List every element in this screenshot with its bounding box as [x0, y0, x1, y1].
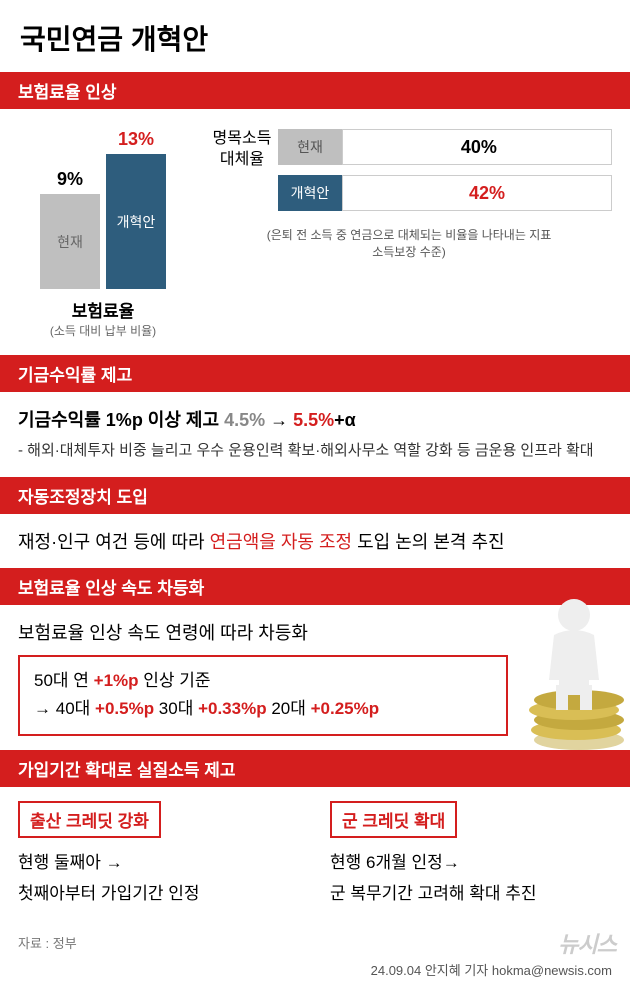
hbar-row: 현재 40%	[278, 129, 612, 165]
section-header-rate: 보험료율 인상	[0, 72, 630, 109]
credit-military-text: 현행 6개월 인정→ 군 복무기간 고려해 확대 추진	[330, 848, 612, 909]
watermark: 뉴시스	[558, 927, 616, 959]
page-title: 국민연금 개혁안	[0, 0, 630, 72]
bar-col: 9% 현재	[40, 169, 100, 289]
bar-chart-insurance-rate: 9% 현재 13% 개혁안 보험료율 (소득 대비 납부 비율)	[18, 129, 188, 339]
return-rate-line: 기금수익률 1%p 이상 제고 4.5% → 5.5%+α	[18, 406, 612, 432]
hbar-replacement-rate: 명목소득 대체율 현재 40% 개혁안 42% (은퇴 전 소득 중 연금으로 대체되…	[206, 129, 612, 261]
credit-birth-col: 출산 크레딧 강화 현행 둘째아 → 첫째아부터 가입기간 인정	[18, 801, 300, 909]
credit-birth-text: 현행 둘째아 → 첫째아부터 가입기간 인정	[18, 848, 300, 909]
credit-military-sub: 군 크레딧 확대	[330, 801, 457, 838]
hbar-label-box: 현재	[278, 129, 342, 165]
bar: 개혁안	[106, 154, 166, 289]
source-text: 자료 : 정부	[0, 923, 630, 958]
hbar-title: 명목소득 대체율	[206, 129, 278, 171]
bar: 현재	[40, 194, 100, 289]
person-on-coins-icon	[494, 585, 630, 765]
bar-label: 개혁안	[117, 212, 156, 232]
hbar-value: 40%	[461, 137, 497, 158]
hbar-track: 40%	[342, 129, 612, 165]
bar-axis-label: 보험료율	[18, 297, 188, 322]
hbar-note: (은퇴 전 소득 중 연금으로 대체되는 비율을 나타내는 지표 소득보장 수준…	[206, 227, 612, 261]
credit-text: 24.09.04 안지혜 기자 hokma@newsis.com	[0, 958, 630, 997]
credit-birth-sub: 출산 크레딧 강화	[18, 801, 161, 838]
section-header-auto: 자동조정장치 도입	[0, 477, 630, 514]
hbar-track: 42%	[342, 175, 612, 211]
bar-label: 현재	[57, 232, 83, 252]
bar-value: 9%	[57, 169, 83, 190]
bar-sub-label: (소득 대비 납부 비율)	[18, 322, 188, 339]
hbar-label-box: 개혁안	[278, 175, 342, 211]
hbar-value: 42%	[469, 183, 505, 204]
auto-adjust-text: 재정·인구 여건 등에 따라 연금액을 자동 조정 도입 논의 본격 추진	[18, 528, 612, 554]
bar-col: 13% 개혁안	[106, 129, 166, 289]
bar-value: 13%	[118, 129, 154, 150]
return-rate-detail: - 해외·대체투자 비중 늘리고 우수 운용인력 확보·해외사무소 역할 강화 …	[18, 440, 612, 463]
hbar-row: 개혁안 42%	[278, 175, 612, 211]
speed-box: 50대 연 +1%p 인상 기준 → 40대 +0.5%p 30대 +0.33%…	[18, 655, 508, 737]
credit-military-col: 군 크레딧 확대 현행 6개월 인정→ 군 복무기간 고려해 확대 추진	[330, 801, 612, 909]
section-header-return: 기금수익률 제고	[0, 355, 630, 392]
